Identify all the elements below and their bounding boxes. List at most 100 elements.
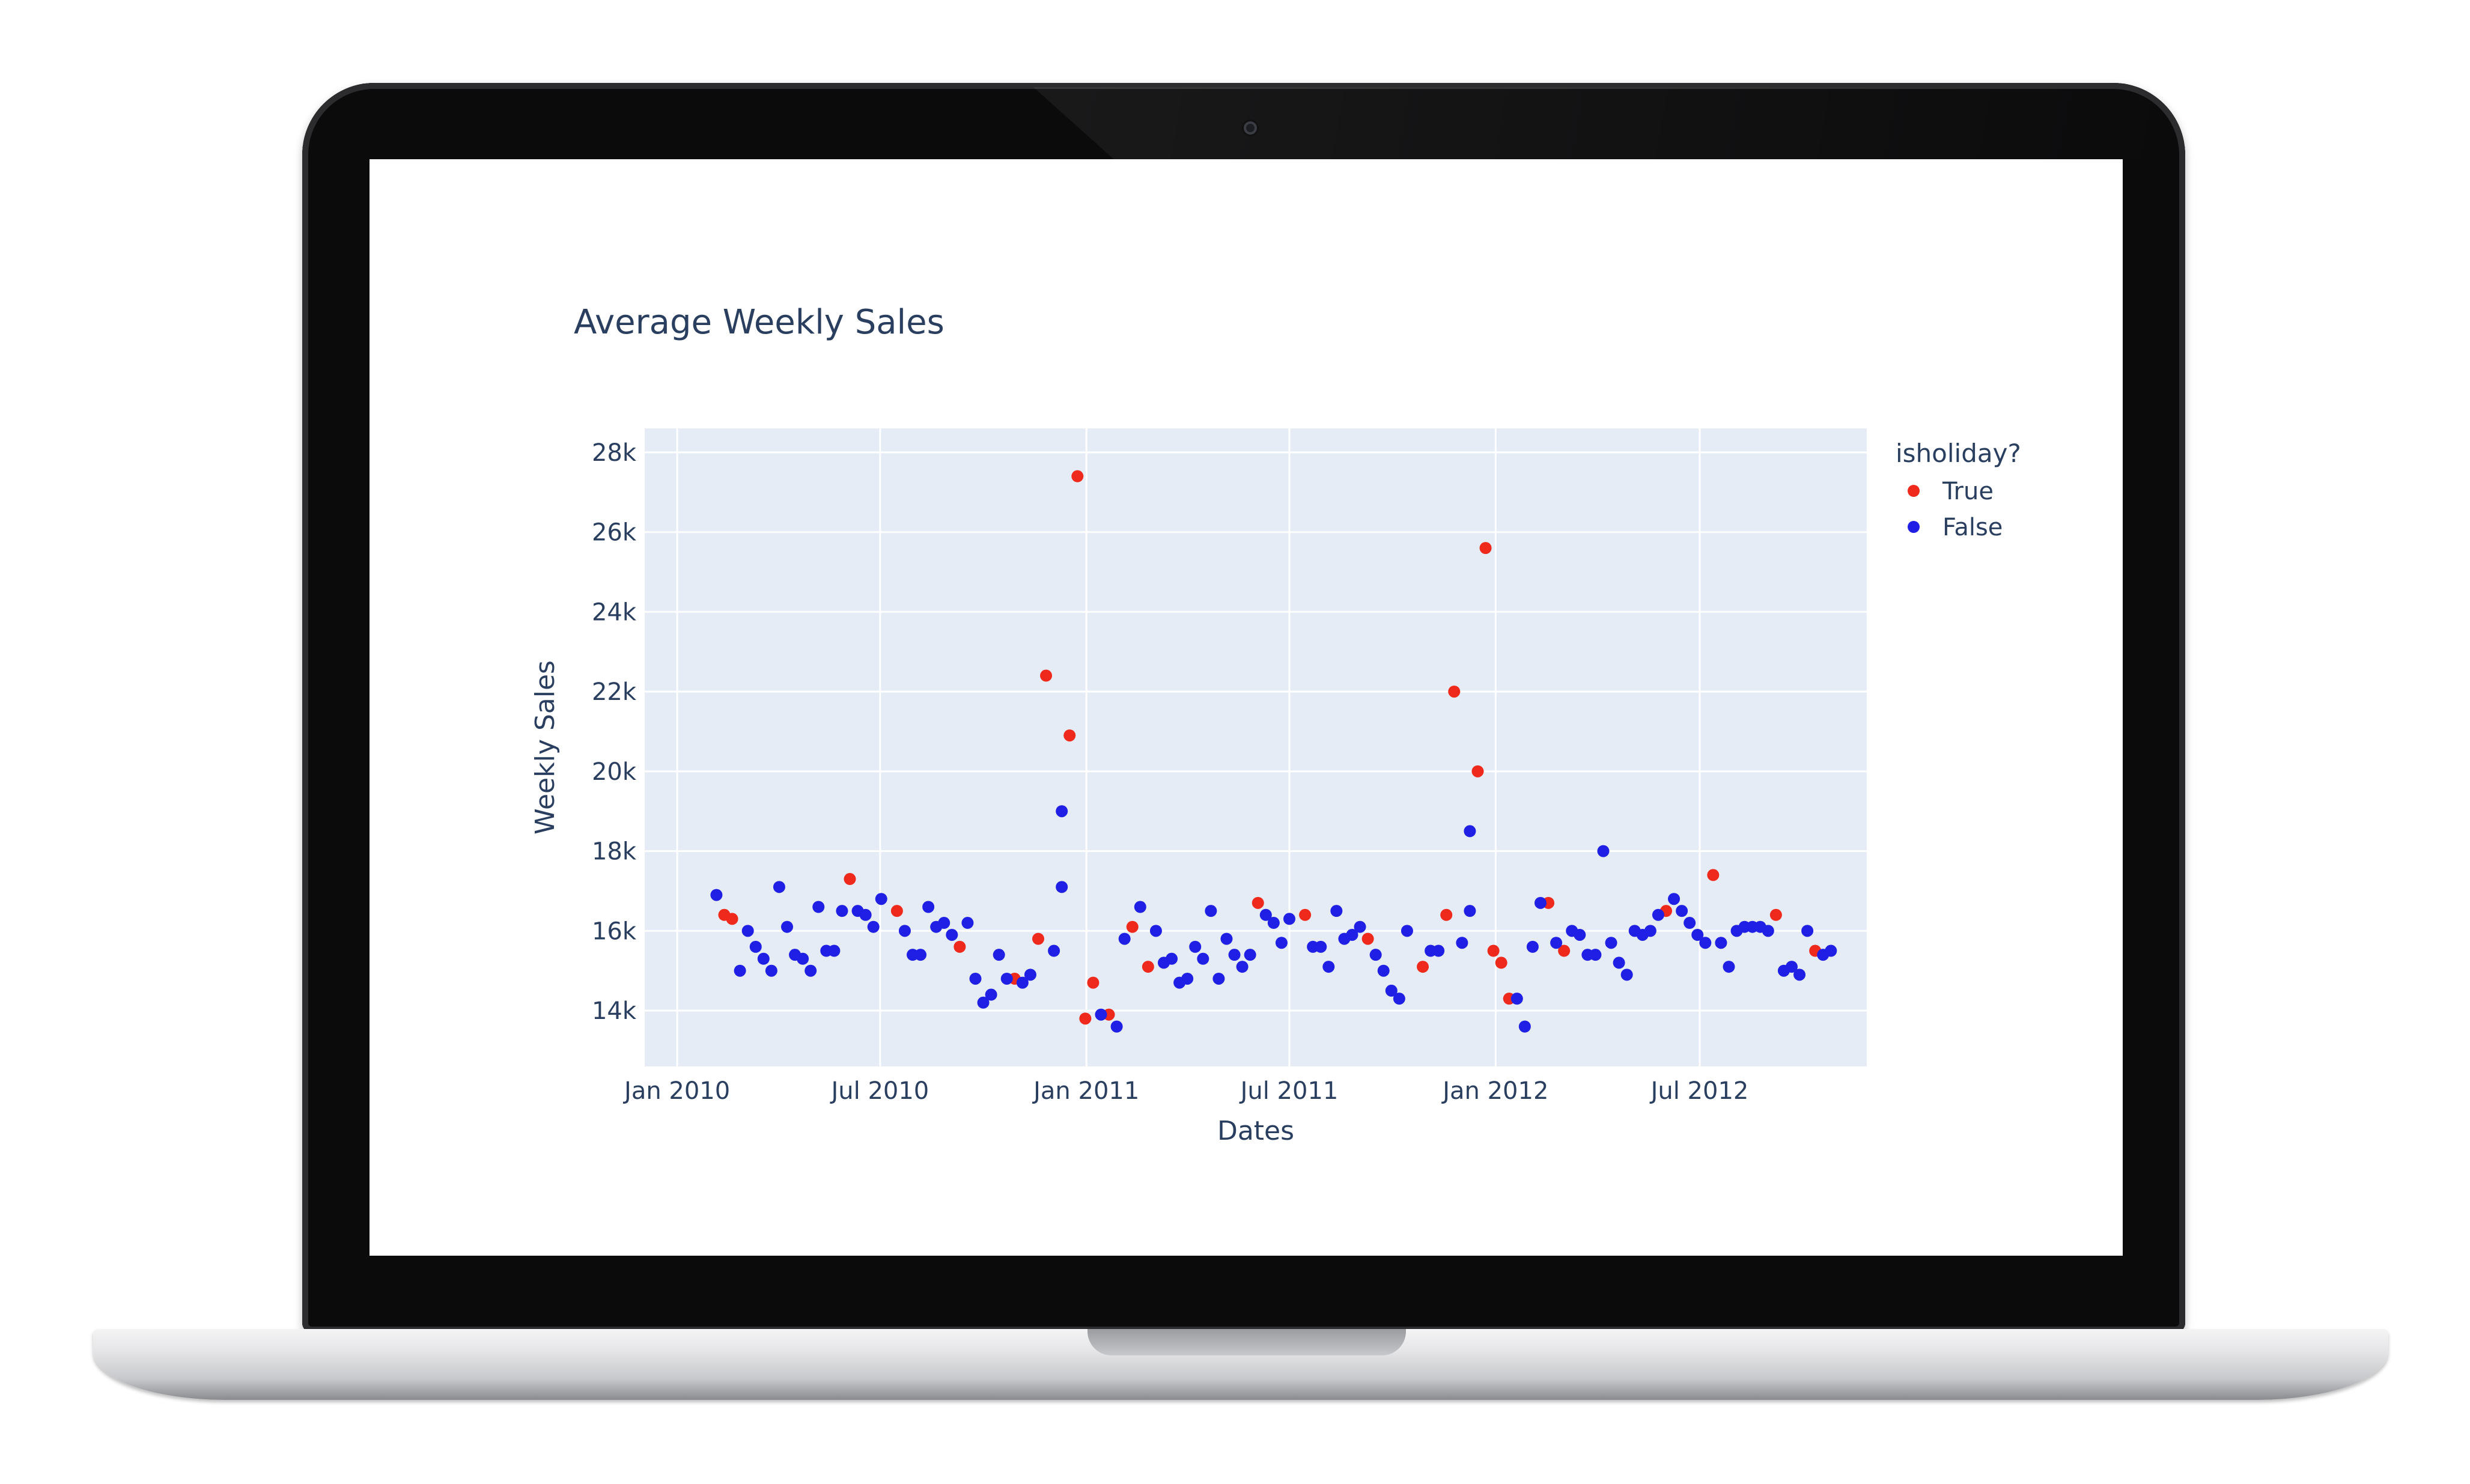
point-false (1330, 905, 1343, 917)
point-false (1244, 949, 1256, 961)
x-axis-ticks: Jan 2010 Jul 2010 Jan 2011 Jul 2011 Jan 2012… (622, 1077, 1748, 1105)
y-tick-label: 22k (592, 678, 637, 706)
point-false (797, 952, 809, 965)
point-false (1267, 917, 1280, 929)
point-false (1048, 944, 1060, 957)
point-false (1393, 993, 1405, 1005)
point-true (1040, 669, 1053, 682)
point-false (780, 920, 793, 933)
x-tick-label: Jan 2010 (622, 1077, 730, 1105)
point-true (1471, 765, 1484, 777)
y-axis-ticks: 14k 16k 18k 20k 22k 24k 26k 28k (592, 439, 637, 1025)
point-true (1448, 686, 1461, 698)
point-true (1299, 908, 1312, 921)
legend: isholiday? True False (1896, 439, 2021, 541)
point-true (1707, 869, 1720, 881)
point-false (1699, 937, 1712, 949)
point-false (1056, 805, 1068, 818)
y-axis-label: Weekly Sales (530, 660, 561, 835)
point-false (985, 988, 997, 1001)
y-tick-label: 28k (592, 439, 637, 467)
point-false (1000, 972, 1013, 985)
point-false (1181, 972, 1194, 985)
point-true (1417, 961, 1429, 973)
point-true (726, 913, 738, 925)
point-false (1205, 905, 1217, 917)
point-false (710, 889, 723, 901)
point-false (1283, 913, 1295, 925)
point-true (1142, 961, 1154, 973)
point-false (1691, 928, 1704, 941)
point-false (741, 925, 754, 937)
point-false (1322, 961, 1335, 973)
point-false (773, 881, 785, 893)
point-false (1785, 961, 1798, 973)
point-false (1346, 928, 1358, 941)
point-false (1056, 881, 1068, 893)
data-points (710, 470, 1837, 1033)
point-true (954, 940, 966, 953)
point-false (1793, 969, 1806, 981)
point-false (1644, 925, 1656, 937)
point-false (1110, 1020, 1123, 1033)
point-false (749, 940, 762, 953)
x-tick-label: Jul 2012 (1649, 1077, 1749, 1105)
point-false (1134, 901, 1146, 913)
point-false (757, 952, 770, 965)
legend-label-false[interactable]: False (1942, 514, 2003, 541)
point-false (977, 996, 990, 1009)
point-false (1024, 969, 1036, 981)
point-true (1079, 1012, 1092, 1025)
legend-marker-true[interactable] (1908, 485, 1920, 497)
point-true (1558, 944, 1571, 957)
point-false (1166, 952, 1178, 965)
point-false (1723, 961, 1735, 973)
y-tick-label: 16k (592, 917, 637, 945)
y-tick-label: 26k (592, 519, 637, 547)
point-false (1220, 932, 1233, 945)
point-false (734, 964, 746, 977)
point-false (1550, 937, 1563, 949)
point-false (1197, 952, 1209, 965)
y-tick-label: 24k (592, 598, 637, 626)
y-tick-label: 14k (592, 997, 637, 1025)
x-axis-label: Dates (1217, 1116, 1294, 1146)
point-false (1605, 937, 1617, 949)
legend-label-true[interactable]: True (1942, 478, 1994, 505)
point-false (828, 944, 841, 957)
point-false (1684, 917, 1696, 929)
point-true (1252, 896, 1264, 909)
point-true (844, 873, 856, 886)
y-tick-label: 18k (592, 838, 637, 866)
point-false (1464, 825, 1476, 838)
point-false (1526, 940, 1539, 953)
point-true (1063, 729, 1076, 742)
point-false (993, 949, 1005, 961)
point-false (859, 908, 872, 921)
x-tick-label: Jan 2012 (1441, 1077, 1548, 1105)
point-false (922, 901, 935, 913)
point-false (765, 964, 777, 977)
x-tick-label: Jul 2010 (829, 1077, 929, 1105)
laptop-screen: Average Weekly Sales 14k 16k 18k 20k 22k 24k 2… (370, 159, 2123, 1256)
point-false (1518, 1020, 1531, 1033)
legend-marker-false[interactable] (1908, 521, 1920, 533)
point-false (946, 928, 958, 941)
point-false (1801, 925, 1814, 937)
point-false (1212, 972, 1225, 985)
point-false (1189, 940, 1202, 953)
point-false (1589, 949, 1602, 961)
point-false (1613, 956, 1625, 969)
point-false (1676, 905, 1688, 917)
point-false (1315, 940, 1327, 953)
scatter-chart: Average Weekly Sales 14k 16k 18k 20k 22k 24k 2… (370, 159, 2123, 1256)
point-false (938, 917, 951, 929)
x-tick-label: Jan 2011 (1032, 1077, 1139, 1105)
point-false (1369, 949, 1382, 961)
point-false (1620, 969, 1633, 981)
point-false (1016, 976, 1029, 989)
point-false (1668, 893, 1681, 905)
point-false (805, 964, 817, 977)
point-false (1574, 928, 1586, 941)
point-false (836, 905, 848, 917)
